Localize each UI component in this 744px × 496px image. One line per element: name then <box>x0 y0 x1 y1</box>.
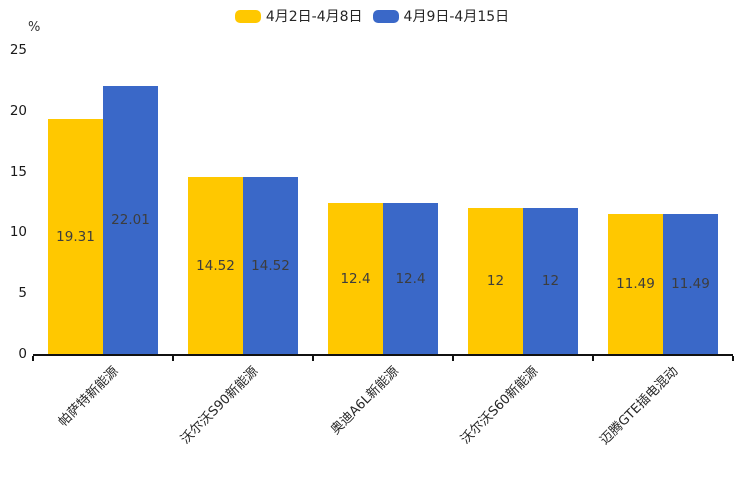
bar-series1-cat1: 19.31 <box>48 119 103 354</box>
x-axis-tick-mark <box>32 356 34 361</box>
y-axis-tick-label: 25 <box>9 42 27 58</box>
bar-value-label: 14.52 <box>196 257 235 274</box>
bar-series2-cat5: 11.49 <box>663 214 718 354</box>
x-axis-tick-mark <box>312 356 314 361</box>
y-axis-tick-label: 5 <box>18 285 27 302</box>
legend-item-series-2[interactable]: 4月9日-4月15日 <box>372 6 510 26</box>
x-axis-tick-mark <box>592 356 594 361</box>
x-axis-category-label: 迈腾GTE插电混动 <box>597 364 682 448</box>
bar-series1-cat5: 11.49 <box>608 214 663 354</box>
bar-value-label: 12.4 <box>340 270 371 287</box>
bar-value-label: 19.31 <box>56 228 95 245</box>
bar-series1-cat4: 12 <box>468 208 523 354</box>
legend-item-series-1[interactable]: 4月2日-4月8日 <box>234 6 363 26</box>
x-axis-line <box>33 354 733 356</box>
legend-swatch-icon <box>234 9 261 23</box>
bar-value-label: 12.4 <box>395 270 426 287</box>
y-axis-tick-label: 10 <box>9 224 27 241</box>
y-axis-tick-label: 20 <box>9 102 27 119</box>
x-axis-tick-mark <box>452 356 454 361</box>
y-axis-unit-label: % <box>28 20 41 35</box>
legend-swatch-icon <box>372 9 399 23</box>
bar-series1-cat2: 14.52 <box>188 177 243 354</box>
bar-series2-cat2: 14.52 <box>243 177 298 354</box>
bar-value-label: 11.49 <box>671 276 710 293</box>
bar-value-label: 14.52 <box>251 257 290 274</box>
bar-value-label: 12 <box>486 273 505 290</box>
y-axis-tick-label: 15 <box>9 163 27 180</box>
x-axis-category-label: 沃尔沃S90新能源 <box>178 364 262 448</box>
bar-value-label: 22.01 <box>111 212 150 229</box>
x-axis-tick-mark <box>732 356 734 361</box>
x-axis-category-label: 沃尔沃S60新能源 <box>458 364 542 448</box>
bar-series1-cat3: 12.4 <box>328 203 383 354</box>
x-axis-category-label: 奥迪A6L新能源 <box>327 364 402 438</box>
bar-series2-cat1: 22.01 <box>103 86 158 354</box>
legend-item-label: 4月2日-4月8日 <box>265 9 363 25</box>
bar-value-label: 11.49 <box>616 276 655 293</box>
legend-item-label: 4月9日-4月15日 <box>403 9 510 25</box>
y-axis-tick-label: 0 <box>18 346 27 362</box>
bar-series2-cat4: 12 <box>523 208 578 354</box>
bar-value-label: 12 <box>541 273 560 290</box>
legend: 4月2日-4月8日 4月9日-4月15日 <box>0 6 744 26</box>
x-axis-tick-mark <box>172 356 174 361</box>
bar-series2-cat3: 12.4 <box>383 203 438 354</box>
x-axis-category-label: 帕萨特新能源 <box>55 364 122 430</box>
